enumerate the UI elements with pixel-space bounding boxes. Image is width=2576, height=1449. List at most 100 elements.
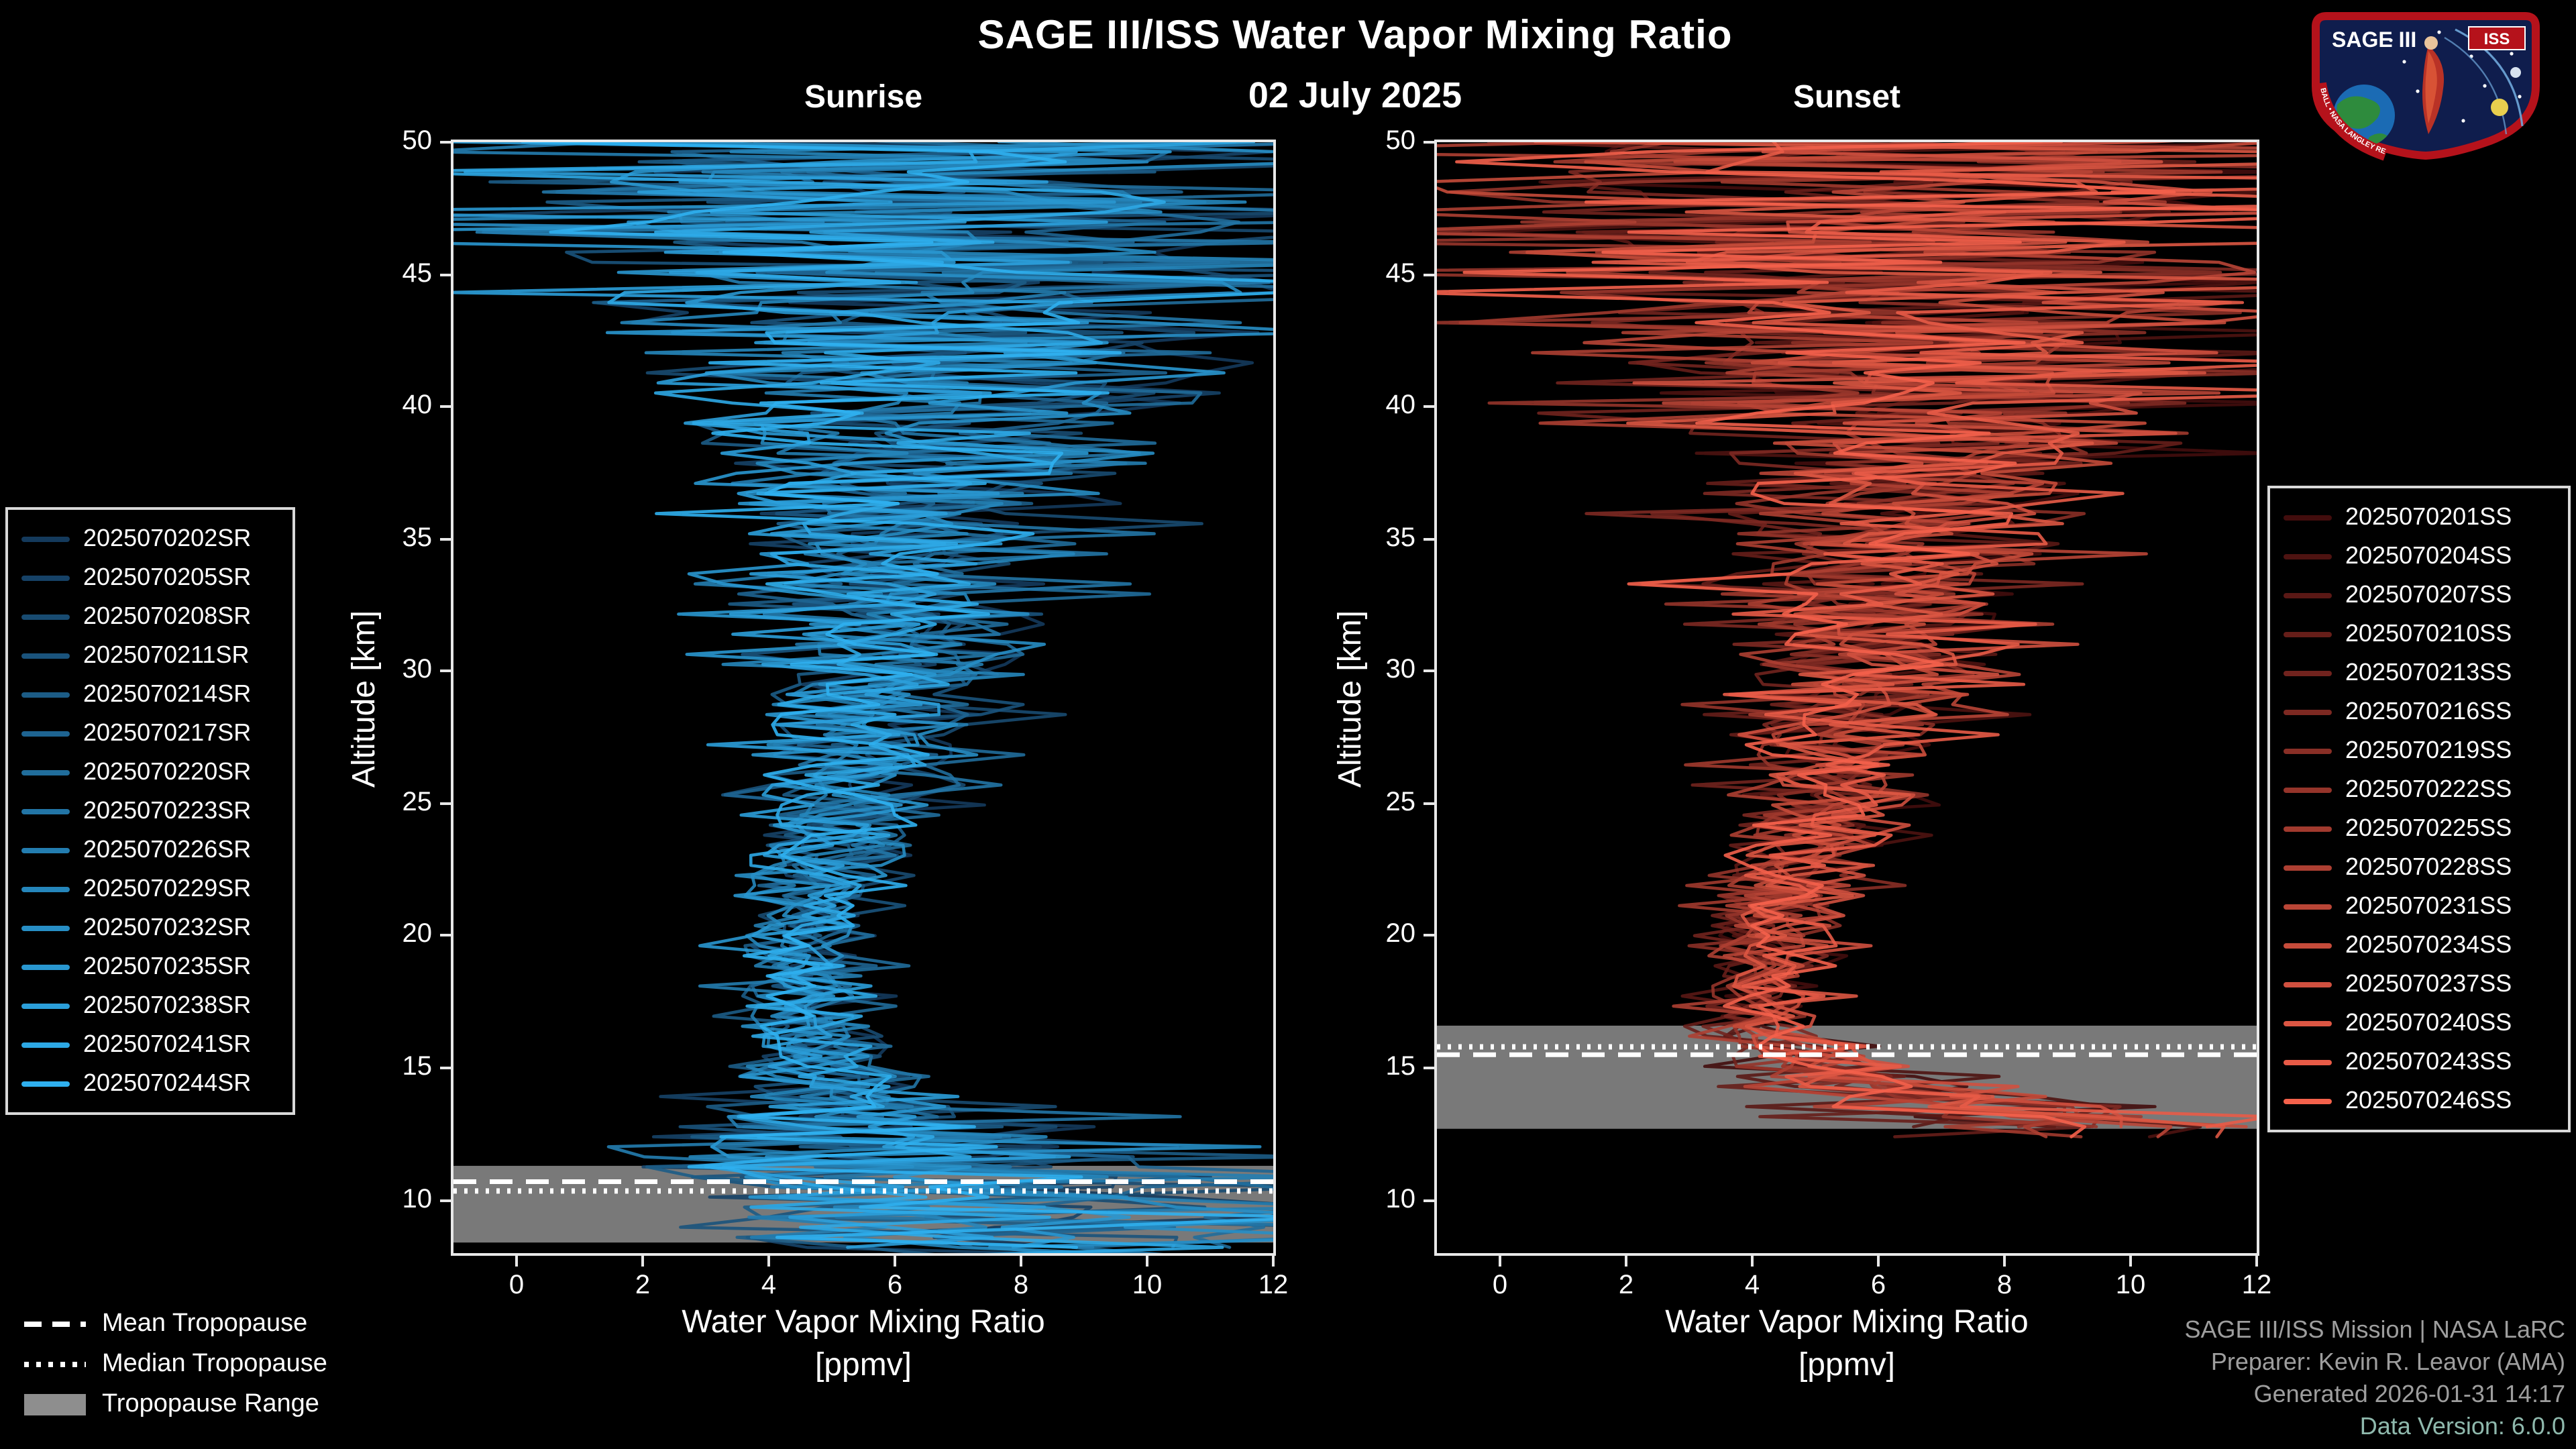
legend-item: 2025070229SR (21, 869, 279, 908)
legend-line-swatch (21, 847, 70, 853)
x-axis-label-sunrise-line2: [ppmv] (814, 1347, 912, 1383)
iss-badge-box (2468, 26, 2526, 50)
profile-trace (453, 142, 1226, 1249)
x-tick-label: 0 (508, 1271, 525, 1300)
logo-ring-band (2313, 82, 2388, 161)
x-tick (1877, 1256, 1880, 1267)
y-tick (440, 273, 451, 276)
legend-item: 2025070213SS (2284, 653, 2555, 692)
legend-label: 2025070228SS (2345, 853, 2512, 880)
y-tick (440, 141, 451, 144)
x-tick-label: 8 (1996, 1271, 2012, 1300)
legend-line-swatch (2284, 826, 2332, 831)
x-tick-label: 2 (1618, 1271, 1634, 1300)
legend-line-swatch (2284, 631, 2332, 637)
x-tick-label: 2 (635, 1271, 651, 1300)
y-tick-label: 15 (402, 1052, 433, 1081)
figure-title: SAGE III/ISS Water Vapor Mixing Ratio (977, 13, 1733, 58)
legend-line-swatch (21, 1003, 70, 1008)
sunrise-plot-area (451, 140, 1276, 1256)
x-tick-label: 8 (1013, 1271, 1029, 1300)
y-tick-label: 10 (1385, 1184, 1416, 1214)
legend-label: 2025070202SR (83, 525, 252, 551)
x-tick (515, 1256, 518, 1267)
legend-item: 2025070207SS (2284, 576, 2555, 614)
x-tick (767, 1256, 770, 1267)
legend-line-swatch (2284, 670, 2332, 676)
y-tick (440, 934, 451, 937)
small-moon-disk (2510, 67, 2521, 78)
x-axis-label-sunset-line2: [ppmv] (1798, 1347, 1896, 1383)
legend-line-swatch (21, 536, 70, 541)
y-tick-label: 40 (1385, 390, 1416, 421)
x-tick (1499, 1256, 1501, 1267)
x-tick (1020, 1256, 1022, 1267)
legend-item: 2025070205SR (21, 558, 279, 597)
legend-item-median-tropopause: Median Tropopause (24, 1344, 327, 1385)
legend-label: Tropopause Range (102, 1390, 319, 1418)
legend-label: 2025070240SS (2345, 1009, 2512, 1036)
x-tick (894, 1256, 896, 1267)
legend-label: 2025070219SS (2345, 737, 2512, 763)
sunset-plot-area (1434, 140, 2259, 1256)
starfield (2389, 30, 2522, 123)
x-tick (1146, 1256, 1148, 1267)
y-tick-label: 20 (402, 919, 433, 949)
x-tick-label: 10 (2115, 1271, 2146, 1300)
legend-item-tropopause-range: Tropopause Range (24, 1385, 327, 1425)
y-tick-label: 35 (1385, 523, 1416, 553)
x-tick-label: 6 (1870, 1271, 1886, 1300)
legend-line-swatch (21, 1042, 70, 1047)
legend-line-swatch (2284, 1059, 2332, 1065)
x-axis-label-sunset-line1: Water Vapor Mixing Ratio (1665, 1304, 2029, 1340)
dashed-line-swatch (24, 1322, 86, 1327)
x-tick (2003, 1256, 2006, 1267)
legend-line-swatch (21, 808, 70, 814)
y-tick-label: 25 (402, 787, 433, 817)
legend-line-swatch (2284, 1020, 2332, 1026)
legend-line-swatch (21, 1081, 70, 1086)
legend-item: 2025070220SR (21, 753, 279, 792)
orbit-arc (2444, 36, 2508, 135)
legend-label: 2025070201SS (2345, 503, 2512, 530)
sunset-plot-svg (1437, 142, 2257, 1138)
y-tick-label: 50 (1385, 126, 1416, 156)
legend-line-swatch (2284, 943, 2332, 948)
y-tick-label: 15 (1385, 1052, 1416, 1081)
y-tick (1424, 141, 1434, 144)
legend-label: 2025070222SS (2345, 775, 2512, 802)
moon-disk (2491, 99, 2508, 116)
legend-label: 2025070234SS (2345, 931, 2512, 958)
legend-item: 2025070243SS (2284, 1042, 2555, 1081)
legend-item: 2025070231SS (2284, 887, 2555, 926)
legend-item: 2025070244SR (21, 1064, 279, 1103)
profile-trace (627, 142, 1273, 1253)
legend-line-swatch (2284, 709, 2332, 714)
legend-label: 2025070238SR (83, 991, 252, 1018)
y-tick (1424, 802, 1434, 805)
legend-label: Median Tropopause (102, 1350, 327, 1378)
legend-label: 2025070232SR (83, 914, 252, 941)
legend-line-swatch (2284, 981, 2332, 987)
legend-line-swatch (2284, 748, 2332, 753)
legend-item: 2025070237SS (2284, 965, 2555, 1004)
legend-label: 2025070211SR (83, 641, 250, 668)
panel-subtitle-sunset: Sunset (1792, 79, 1900, 115)
legend-label: 2025070213SS (2345, 659, 2512, 686)
legend-item: 2025070219SS (2284, 731, 2555, 770)
legend-item-mean-tropopause: Mean Tropopause (24, 1304, 327, 1344)
legend-item: 2025070228SS (2284, 848, 2555, 887)
legend-label: 2025070204SS (2345, 542, 2512, 569)
legend-item: 2025070208SR (21, 597, 279, 636)
legend-item: 2025070234SS (2284, 926, 2555, 965)
tropopause-legend: Mean Tropopause Median Tropopause Tropop… (24, 1304, 327, 1425)
profile-trace (1591, 142, 2257, 1128)
legend-item: 2025070201SS (2284, 498, 2555, 537)
legend-item: 2025070238SR (21, 986, 279, 1025)
legend-item: 2025070225SS (2284, 809, 2555, 848)
legend-line-swatch (2284, 592, 2332, 598)
y-tick (440, 405, 451, 409)
footer-preparer: Preparer: Kevin R. Leavor (AMA) (2210, 1348, 2565, 1375)
legend-label: 2025070220SR (83, 758, 252, 785)
x-tick (641, 1256, 644, 1267)
